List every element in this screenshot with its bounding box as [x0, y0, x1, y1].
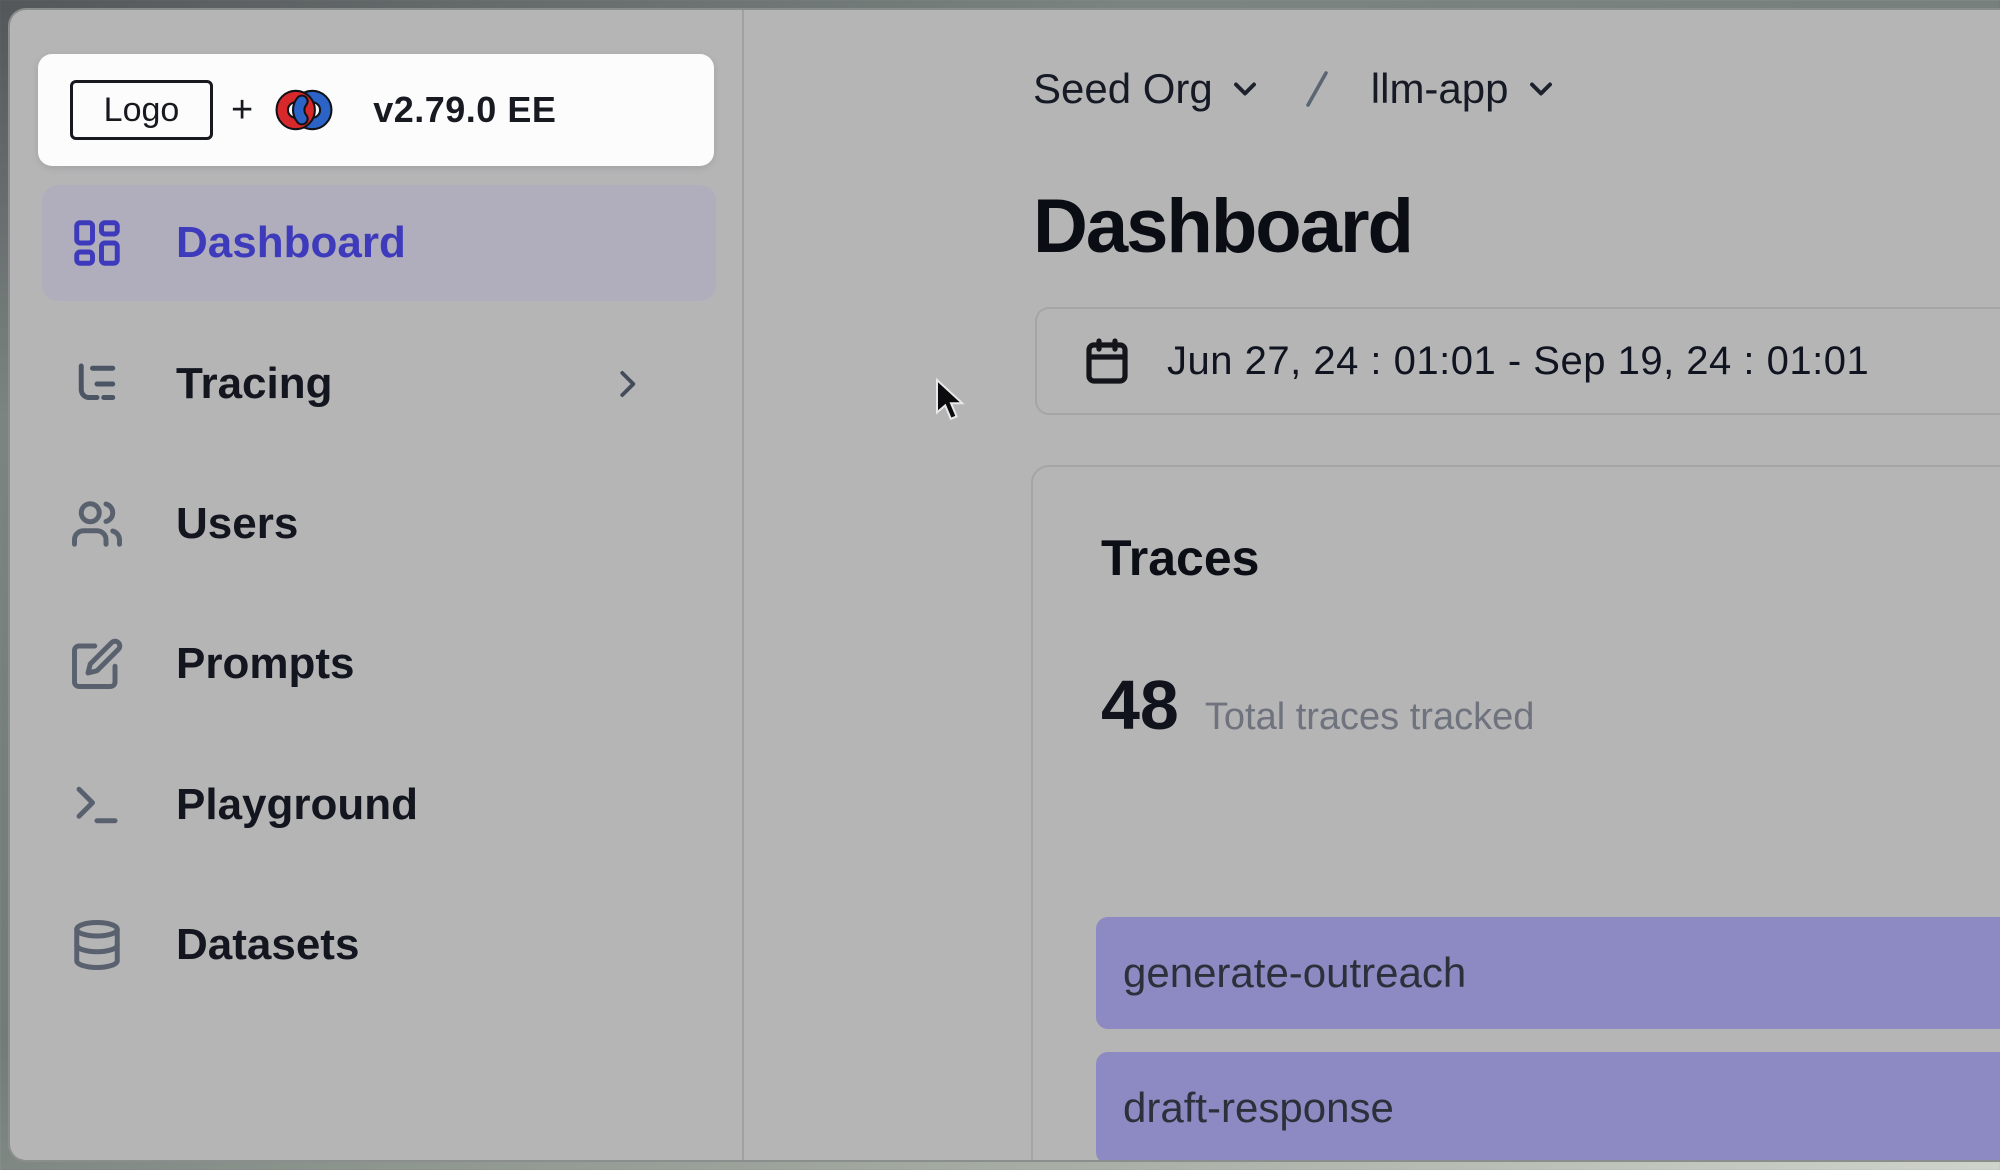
page-title: Dashboard	[1033, 183, 1414, 269]
project-switcher[interactable]: llm-app	[1371, 65, 1559, 113]
chevron-down-icon	[1529, 82, 1552, 96]
breadcrumb: Seed Org llm-app	[1033, 58, 1559, 120]
calendar-icon	[1086, 338, 1128, 384]
trace-bar[interactable]: generate-outreach	[1096, 917, 2000, 1029]
plus-sign: +	[231, 88, 254, 131]
sidebar-item-label: Tracing	[176, 359, 333, 408]
sidebar: Logo + v2.79.0 EE Dashboard	[10, 10, 744, 1160]
sidebar-item-users[interactable]: Users	[42, 466, 716, 582]
knot-logo-icon	[275, 89, 333, 131]
trace-bar-label: generate-outreach	[1123, 949, 1467, 996]
chevron-down-icon	[1233, 82, 1256, 96]
logo-placeholder-box: Logo	[70, 80, 213, 140]
sidebar-item-label: Playground	[176, 780, 419, 829]
users-icon	[72, 501, 122, 547]
traces-count-caption: Total traces tracked	[1204, 696, 1535, 738]
traces-card-title: Traces	[1101, 530, 1260, 586]
sidebar-item-prompts[interactable]: Prompts	[42, 606, 716, 722]
list-tree-icon	[78, 363, 116, 400]
date-range-value: Jun 27, 24 : 01:01 - Sep 19, 24 : 01:01	[1167, 338, 1870, 383]
date-range-picker[interactable]: Jun 27, 24 : 01:01 - Sep 19, 24 : 01:01	[1035, 307, 2000, 415]
sidebar-item-playground[interactable]: Playground	[42, 747, 716, 863]
terminal-icon	[76, 786, 118, 824]
sidebar-item-datasets[interactable]: Datasets	[42, 887, 716, 1003]
org-switcher[interactable]: Seed Org	[1033, 65, 1263, 113]
app-window: Logo + v2.79.0 EE Dashboard	[8, 8, 2000, 1162]
logo-card: Logo + v2.79.0 EE	[38, 54, 714, 166]
chevron-right-icon	[620, 371, 636, 397]
traces-card: Traces 48 Total traces tracked generate-…	[1031, 465, 2000, 1160]
traces-count: 48	[1101, 666, 1179, 744]
sidebar-item-label: Datasets	[176, 920, 360, 969]
trace-bar-label: draft-response	[1123, 1084, 1394, 1131]
sidebar-item-label: Users	[176, 499, 299, 548]
dashboard-icon	[74, 220, 120, 266]
edit-pencil-icon	[72, 638, 123, 689]
main-content: Seed Org llm-app Dashboard Jun 27, 24 : …	[744, 10, 2000, 1160]
logo-placeholder-text: Logo	[103, 90, 180, 129]
traces-count-row: 48 Total traces tracked	[1101, 665, 1534, 745]
version-label: v2.79.0 EE	[373, 89, 557, 130]
sidebar-item-label: Prompts	[176, 639, 355, 688]
sidebar-item-label: Dashboard	[176, 218, 406, 267]
sidebar-item-dashboard[interactable]: Dashboard	[42, 185, 716, 301]
breadcrumb-slash-icon	[1305, 71, 1328, 107]
org-name: Seed Org	[1033, 65, 1213, 112]
trace-bar[interactable]: draft-response	[1096, 1052, 2000, 1160]
sidebar-item-tracing[interactable]: Tracing	[42, 326, 716, 442]
database-icon	[74, 920, 120, 970]
project-name: llm-app	[1370, 65, 1509, 112]
